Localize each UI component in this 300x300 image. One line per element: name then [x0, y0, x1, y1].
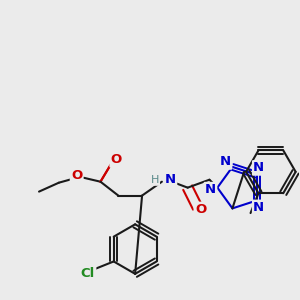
Text: N: N — [205, 183, 216, 196]
Text: O: O — [111, 153, 122, 167]
Text: N: N — [220, 155, 231, 169]
Text: Cl: Cl — [81, 267, 95, 280]
Text: O: O — [71, 169, 82, 182]
Text: N: N — [253, 201, 264, 214]
Text: N: N — [253, 161, 264, 174]
Text: H: H — [151, 175, 159, 185]
Text: N: N — [165, 173, 176, 186]
Text: O: O — [195, 203, 206, 216]
